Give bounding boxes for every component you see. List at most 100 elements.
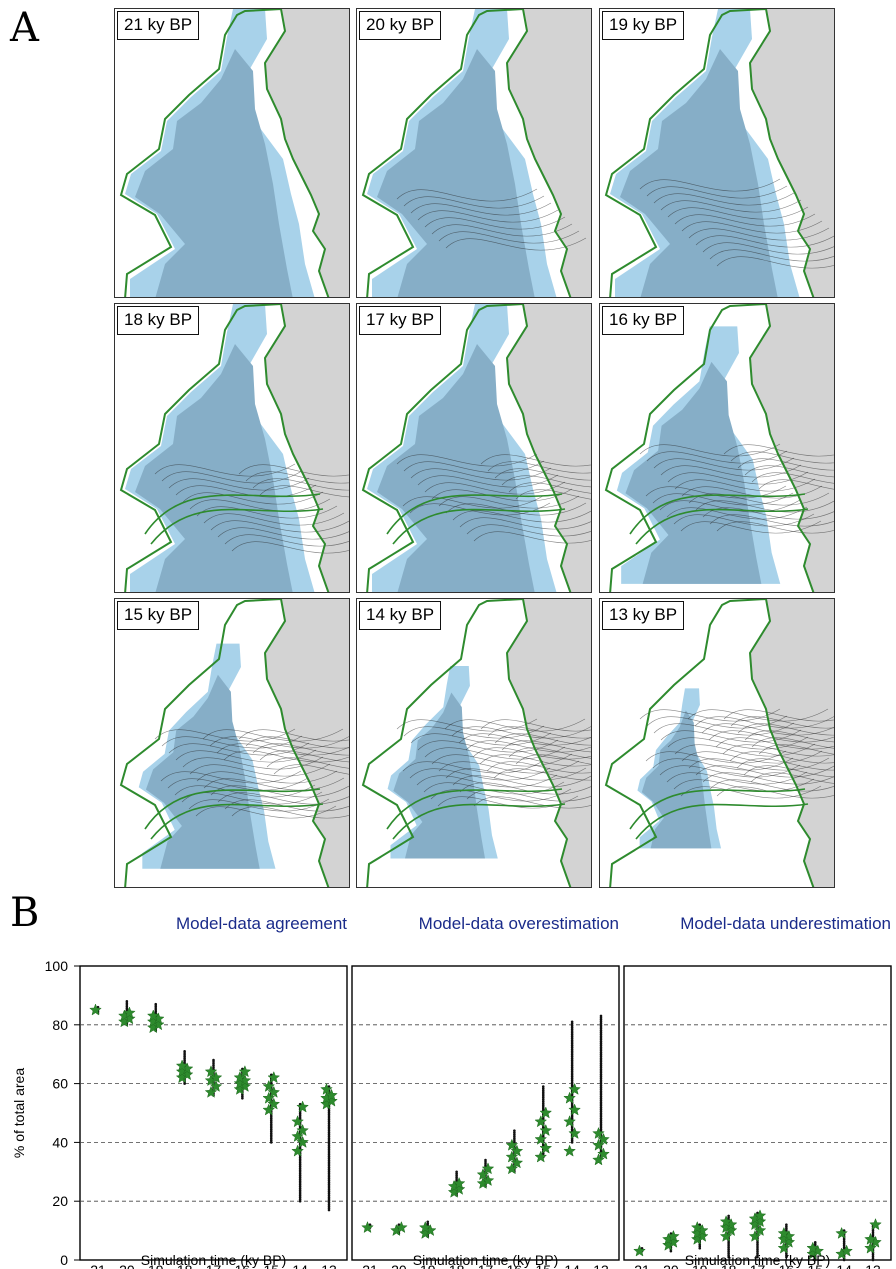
ensemble-point: [871, 1256, 875, 1260]
ensemble-point: [327, 1155, 331, 1158]
ensemble-point: [570, 1057, 574, 1060]
ensemble-point: [327, 1116, 331, 1120]
ensemble-point: [599, 1087, 603, 1091]
ensemble-point: [327, 1162, 331, 1166]
ensemble-point: [269, 1141, 273, 1144]
ensemble-point: [599, 1040, 603, 1043]
modelled-ice-margin: [119, 9, 330, 297]
ensemble-point: [698, 1245, 702, 1248]
ensemble-point: [183, 1055, 186, 1058]
ice-sheet-extent: [125, 9, 315, 297]
best-fit-star: [563, 1144, 576, 1157]
ensemble-point: [327, 1157, 331, 1160]
ensemble-point: [212, 1060, 215, 1064]
ensemble-point: [327, 1109, 331, 1112]
best-fit-star: [719, 1215, 733, 1228]
best-fit-star: [291, 1115, 304, 1128]
ice-sheet-extent: [367, 9, 557, 297]
best-fit-star: [262, 1103, 276, 1116]
best-fit-star: [534, 1115, 548, 1128]
best-fit-star: [505, 1162, 519, 1175]
ensemble-point: [570, 1062, 574, 1066]
ensemble-point: [599, 1031, 603, 1034]
ensemble-point: [599, 1058, 603, 1062]
best-fit-star: [539, 1123, 553, 1137]
x-tick-label: 16: [235, 1262, 251, 1269]
ensemble-point: [570, 1060, 574, 1064]
ensemble-point: [327, 1146, 331, 1149]
ensemble-point: [154, 1004, 158, 1008]
ensemble-point: [599, 1091, 603, 1095]
ensemble-point: [599, 1097, 603, 1100]
ice-sheet-extent: [138, 643, 276, 869]
ice-extent-map: [604, 599, 834, 887]
modelled-ice-margin: [604, 9, 815, 297]
best-fit-star: [840, 1244, 853, 1257]
map-time-label: 17 ky BP: [359, 306, 442, 335]
ensemble-point: [298, 1163, 302, 1166]
ensemble-point: [842, 1245, 846, 1249]
ensemble-point: [756, 1242, 759, 1246]
ice-extent-map: [604, 9, 834, 297]
best-fit-star: [123, 1006, 136, 1019]
ensemble-point: [298, 1179, 302, 1183]
best-fit-star: [361, 1221, 374, 1234]
ensemble-point: [298, 1159, 302, 1163]
ensemble-point: [298, 1188, 302, 1192]
best-fit-star: [568, 1082, 581, 1095]
ensemble-point: [269, 1120, 273, 1124]
ensemble-point: [570, 1077, 574, 1080]
x-tick-label: 13: [865, 1262, 881, 1269]
modelled-ice-margin: [361, 599, 572, 887]
ensemble-point: [698, 1246, 702, 1250]
ensemble-point: [298, 1196, 302, 1199]
ensemble-point: [570, 1117, 574, 1120]
ensemble-point: [570, 1139, 574, 1142]
ensemble-point: [570, 1079, 574, 1082]
ice-sheet-extent: [125, 304, 315, 592]
land-area: [505, 599, 591, 887]
best-fit-star: [592, 1126, 605, 1139]
ensemble-point: [599, 1056, 603, 1060]
ensemble-point: [513, 1129, 516, 1132]
x-axis-label: Simulation time (ky BP): [685, 1252, 830, 1268]
x-tick-label: 16: [779, 1262, 795, 1269]
y-tick-label: 80: [52, 1017, 68, 1033]
ensemble-point: [599, 1109, 603, 1113]
ensemble-point: [599, 1115, 603, 1119]
ensemble-point: [570, 1047, 574, 1051]
best-fit-star: [233, 1071, 247, 1084]
best-fit-star: [597, 1147, 610, 1160]
ensemble-point: [570, 1035, 574, 1038]
best-fit-star: [418, 1221, 432, 1234]
ensemble-point: [327, 1135, 331, 1138]
ensemble-point: [541, 1092, 545, 1096]
ensemble-point: [484, 1160, 487, 1164]
best-fit-star: [563, 1091, 576, 1104]
ensemble-point: [727, 1244, 730, 1248]
ensemble-point: [599, 1062, 603, 1065]
best-fit-star: [238, 1065, 252, 1078]
plot-frame: [79, 965, 348, 1261]
ensemble-point: [727, 1252, 730, 1255]
ensemble-point: [269, 1115, 273, 1119]
ensemble-point: [298, 1187, 302, 1190]
land-area: [263, 304, 349, 592]
best-fit-star: [89, 1003, 102, 1016]
ensemble-point: [570, 1036, 574, 1040]
ice-sheet-extent: [367, 304, 557, 592]
map-time-label: 13 ky BP: [602, 601, 685, 630]
best-fit-star: [267, 1097, 281, 1110]
ensemble-point: [570, 1055, 574, 1058]
ensemble-point: [327, 1127, 331, 1131]
y-axis-label: % of total area: [11, 1068, 27, 1158]
plot-frame: [351, 965, 620, 1261]
ensemble-point: [727, 1248, 730, 1251]
plot-frame: [623, 965, 892, 1261]
ensemble-point: [513, 1133, 516, 1136]
best-fit-star: [209, 1079, 223, 1092]
ensemble-point: [727, 1246, 730, 1250]
best-fit-star: [481, 1162, 495, 1175]
ensemble-point: [727, 1216, 730, 1220]
ensemble-point: [599, 1016, 603, 1020]
